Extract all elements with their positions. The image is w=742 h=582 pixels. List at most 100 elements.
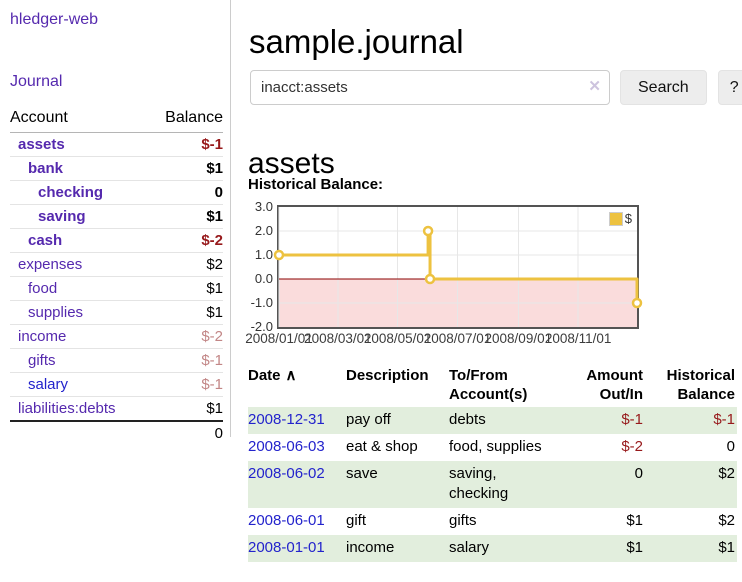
- register-body: 2008-12-31 pay off debts $-1 $-1 2008-06-03 ea…: [248, 407, 737, 562]
- accounts-header-row: Account Balance: [10, 107, 223, 133]
- column-header-label: Date: [248, 367, 281, 384]
- search-area: ✕ Search ?: [250, 70, 742, 105]
- account-name-cell: liabilities:debts: [10, 396, 148, 422]
- account-name-cell: income: [10, 324, 148, 349]
- account-link[interactable]: saving: [38, 208, 86, 225]
- account-link[interactable]: expenses: [18, 256, 83, 273]
- amount-cell: $1: [553, 535, 645, 562]
- table-row: 2008-06-01 gift gifts $1 $2: [248, 508, 737, 535]
- date-link[interactable]: 2008-06-01: [248, 512, 325, 529]
- table-row: 2008-06-03 eat & shop food, supplies $-2 0: [248, 434, 737, 461]
- account-row: checking 0: [10, 180, 223, 205]
- x-tick-label: 2008/07/01: [423, 331, 492, 346]
- data-point-marker[interactable]: [422, 225, 434, 237]
- account-row: gifts $-1: [10, 348, 223, 373]
- account-link[interactable]: bank: [28, 160, 64, 177]
- column-header-label: Historical Balance: [666, 367, 735, 403]
- accounts-total-row: 0: [10, 421, 223, 445]
- data-point-marker[interactable]: [273, 249, 285, 261]
- account-row: cash $-2: [10, 228, 223, 253]
- account-link[interactable]: cash: [28, 232, 63, 249]
- nav-journal-link[interactable]: Journal: [10, 73, 63, 90]
- account-name-cell: supplies: [10, 300, 148, 325]
- account-balance: 0: [147, 180, 223, 205]
- search-input[interactable]: [250, 70, 610, 105]
- account-link[interactable]: liabilities:debts: [18, 400, 116, 417]
- app-brand-link[interactable]: hledger-web: [10, 11, 99, 28]
- account-balance: $-1: [147, 348, 223, 373]
- account-link[interactable]: checking: [38, 184, 104, 201]
- account-name-cell: saving: [10, 204, 148, 229]
- accounts-cell: salary: [449, 535, 553, 562]
- account-name-cell: expenses: [10, 252, 148, 277]
- account-balance: $1: [147, 396, 223, 422]
- register-header-row: Date ∧ Description To/From Account(s) Amount…: [248, 362, 737, 407]
- chart-title: Historical Balance:: [248, 176, 384, 193]
- search-button[interactable]: Search: [620, 70, 707, 105]
- legend-swatch: [608, 211, 623, 226]
- table-row: 2008-12-31 pay off debts $-1 $-1: [248, 407, 737, 434]
- accounts-table: Account Balance assets $-1 bank $1 checking 0…: [10, 107, 223, 445]
- balance-cell: $2: [718, 512, 735, 529]
- date-link[interactable]: 2008-06-02: [248, 465, 325, 482]
- accounts-total-value: 0: [214, 425, 223, 442]
- account-row: saving $1: [10, 204, 223, 229]
- accounts-cell: gifts: [449, 512, 477, 529]
- account-balance: $1: [147, 276, 223, 301]
- accounts-body: assets $-1 bank $1 checking 0 saving $1 cash $-2 e…: [10, 132, 223, 446]
- date-link[interactable]: 2008-12-31: [248, 411, 325, 428]
- account-balance: $2: [147, 252, 223, 277]
- amount-cell: $1: [626, 512, 643, 529]
- account-row: expenses $2: [10, 252, 223, 277]
- date-link[interactable]: 2008-01-01: [248, 539, 325, 556]
- date-cell: 2008-06-01: [248, 508, 346, 535]
- accounts-cell: debts: [449, 407, 553, 434]
- description-cell: gift: [346, 512, 367, 529]
- description-cell: save: [346, 461, 449, 508]
- help-button[interactable]: ?: [717, 70, 742, 105]
- data-point-marker[interactable]: [631, 297, 643, 309]
- account-balance: $-1: [147, 132, 223, 157]
- chart-plot-area: $: [273, 205, 643, 329]
- account-name-cell: gifts: [10, 348, 148, 373]
- account-link[interactable]: income: [18, 328, 67, 345]
- account-row: assets $-1: [10, 132, 223, 157]
- column-header-amount-out-in[interactable]: Amount Out/In: [553, 362, 645, 407]
- x-tick-label: 2008/03/01: [304, 331, 372, 346]
- account-link[interactable]: salary: [28, 376, 69, 393]
- account-balance: $-2: [147, 324, 223, 349]
- column-header-date[interactable]: Date ∧: [248, 362, 346, 407]
- account-link[interactable]: gifts: [28, 352, 56, 369]
- column-header-to-from-account-s-[interactable]: To/From Account(s): [449, 362, 553, 407]
- account-row: salary $-1: [10, 372, 223, 397]
- column-header-label: Amount Out/In: [586, 367, 643, 403]
- account-link[interactable]: assets: [18, 136, 65, 153]
- search-box: ✕: [250, 70, 610, 105]
- amount-cell: $-2: [621, 438, 643, 455]
- account-link[interactable]: supplies: [28, 304, 84, 321]
- table-row: 2008-01-01 income salary $1 $1: [248, 535, 737, 562]
- accounts-cell: food, supplies: [449, 438, 542, 455]
- date-cell: 2008-06-02: [248, 461, 346, 508]
- column-header-historical-balance[interactable]: Historical Balance: [645, 362, 737, 407]
- date-link[interactable]: 2008-06-03: [248, 438, 325, 455]
- account-row: food $1: [10, 276, 223, 301]
- clear-search-icon[interactable]: ✕: [588, 78, 601, 95]
- date-cell: 2008-06-03: [248, 434, 346, 461]
- account-name-cell: food: [10, 276, 148, 301]
- amount-cell: $-1: [553, 407, 645, 434]
- data-point-marker[interactable]: [424, 273, 436, 285]
- column-header-description[interactable]: Description: [346, 362, 449, 407]
- sidebar: hledger-web Journal Account Balance asse…: [0, 0, 231, 442]
- amount-cell: 0: [553, 461, 645, 508]
- account-name-cell: assets: [10, 132, 148, 157]
- column-header-label: Description: [346, 367, 429, 384]
- date-cell: 2008-12-31: [248, 407, 346, 434]
- chart-legend: $: [608, 211, 632, 226]
- account-link[interactable]: food: [28, 280, 58, 297]
- account-name-cell: checking: [10, 180, 148, 205]
- y-tick-label: -2.0: [250, 319, 273, 334]
- description-cell: income: [346, 535, 449, 562]
- account-row: income $-2: [10, 324, 223, 349]
- column-header-label: To/From Account(s): [449, 367, 528, 403]
